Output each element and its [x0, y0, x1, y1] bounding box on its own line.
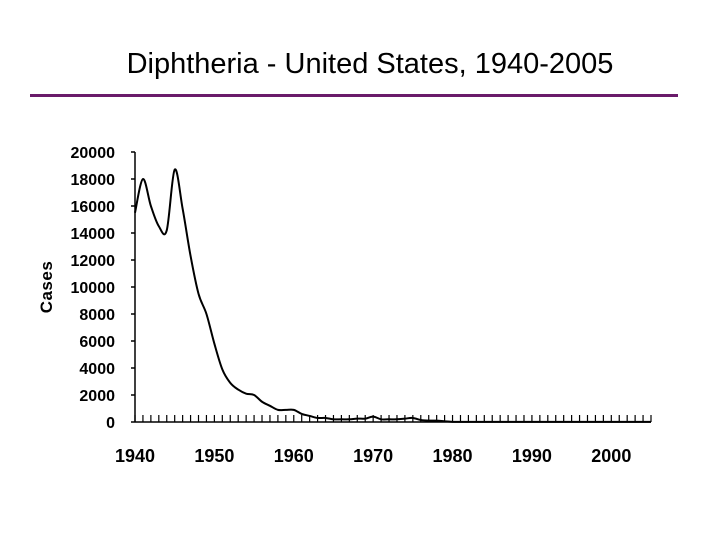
y-tick-label: 16000	[71, 199, 116, 216]
y-tick-label: 20000	[71, 145, 116, 162]
y-tick-label: 8000	[79, 307, 115, 324]
y-tick-label: 6000	[79, 334, 115, 351]
y-tick-label: 18000	[71, 172, 116, 189]
chart-title: Diphtheria - United States, 1940-2005	[126, 48, 614, 80]
y-tick-label: 12000	[71, 253, 116, 270]
y-tick-label: 2000	[79, 388, 115, 405]
x-tick-label: 1980	[433, 446, 473, 466]
title-divider	[30, 94, 678, 97]
series-line-diphtheria-cases	[134, 168, 651, 423]
y-tick-label: 14000	[71, 226, 116, 243]
x-tick-label: 1990	[512, 446, 552, 466]
y-tick-label: 0	[106, 415, 115, 432]
x-tick-label: 1960	[274, 446, 314, 466]
x-tick-label: 1940	[115, 446, 155, 466]
x-tick-label: 1970	[353, 446, 393, 466]
y-tick-label: 10000	[71, 280, 116, 297]
x-tick-label: 1950	[194, 446, 234, 466]
x-tick-label: 2000	[591, 446, 631, 466]
y-tick-label: 4000	[79, 361, 115, 378]
y-axis-title: Cases	[37, 261, 56, 314]
